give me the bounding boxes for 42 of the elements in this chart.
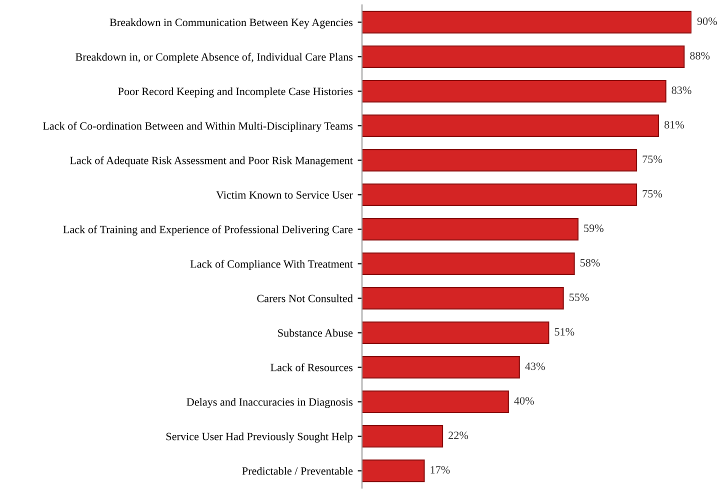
bar	[362, 356, 520, 379]
bar	[362, 114, 660, 137]
y-tick-label: Delays and Inaccuracies in Diagnosis	[186, 398, 353, 408]
y-tick-label: Substance Abuse	[278, 328, 353, 337]
data-label: 51%	[554, 328, 574, 336]
data-label: 88%	[690, 52, 710, 60]
bar	[362, 390, 509, 414]
bar	[362, 218, 579, 240]
bar	[362, 45, 685, 68]
data-label: 81%	[664, 121, 684, 129]
y-tick-label: Lack of Training and Experience of Professional Delivering Care	[63, 225, 353, 236]
bar	[362, 287, 564, 310]
data-label: 75%	[642, 190, 662, 198]
bar	[362, 183, 638, 206]
bar	[362, 460, 425, 482]
data-label: 90%	[697, 17, 717, 26]
bar	[362, 425, 444, 448]
y-tick-label: Lack of Adequate Risk Assessment and Poor Risk Management	[70, 156, 353, 167]
bar	[362, 148, 638, 172]
y-tick-label: Lack of Co-ordination Between and Within Multi-Disciplinary Teams	[42, 122, 353, 132]
bar	[362, 322, 550, 344]
y-tick-label: Service User Had Previously Sought Help	[166, 432, 353, 443]
bar	[362, 252, 575, 276]
data-label: 83%	[672, 86, 692, 94]
data-label: 17%	[430, 466, 450, 474]
y-tick-label: Victim Known to Service User	[216, 191, 353, 199]
data-label: 40%	[514, 397, 534, 405]
bar	[362, 10, 692, 34]
y-tick-label: Breakdown in, or Complete Absence of, Individual Care Plans	[76, 52, 353, 63]
data-label: 58%	[580, 259, 600, 267]
y-tick-label: Predictable / Preventable	[242, 466, 353, 475]
y-tick-label: Lack of Compliance With Treatment	[190, 260, 353, 270]
y-tick-label: Lack of Resources	[270, 363, 353, 372]
data-label: 43%	[525, 362, 545, 370]
bar	[362, 80, 666, 102]
y-tick-label: Poor Record Keeping and Incomplete Case Histories	[118, 87, 353, 98]
data-label: 22%	[448, 432, 468, 440]
data-label: 59%	[584, 224, 604, 232]
y-tick-label: Carers Not Consulted	[257, 294, 353, 302]
data-label: 55%	[570, 294, 589, 302]
y-tick-label: Breakdown in Communication Between Key Agencies	[110, 18, 353, 28]
data-label: 75%	[642, 156, 662, 164]
